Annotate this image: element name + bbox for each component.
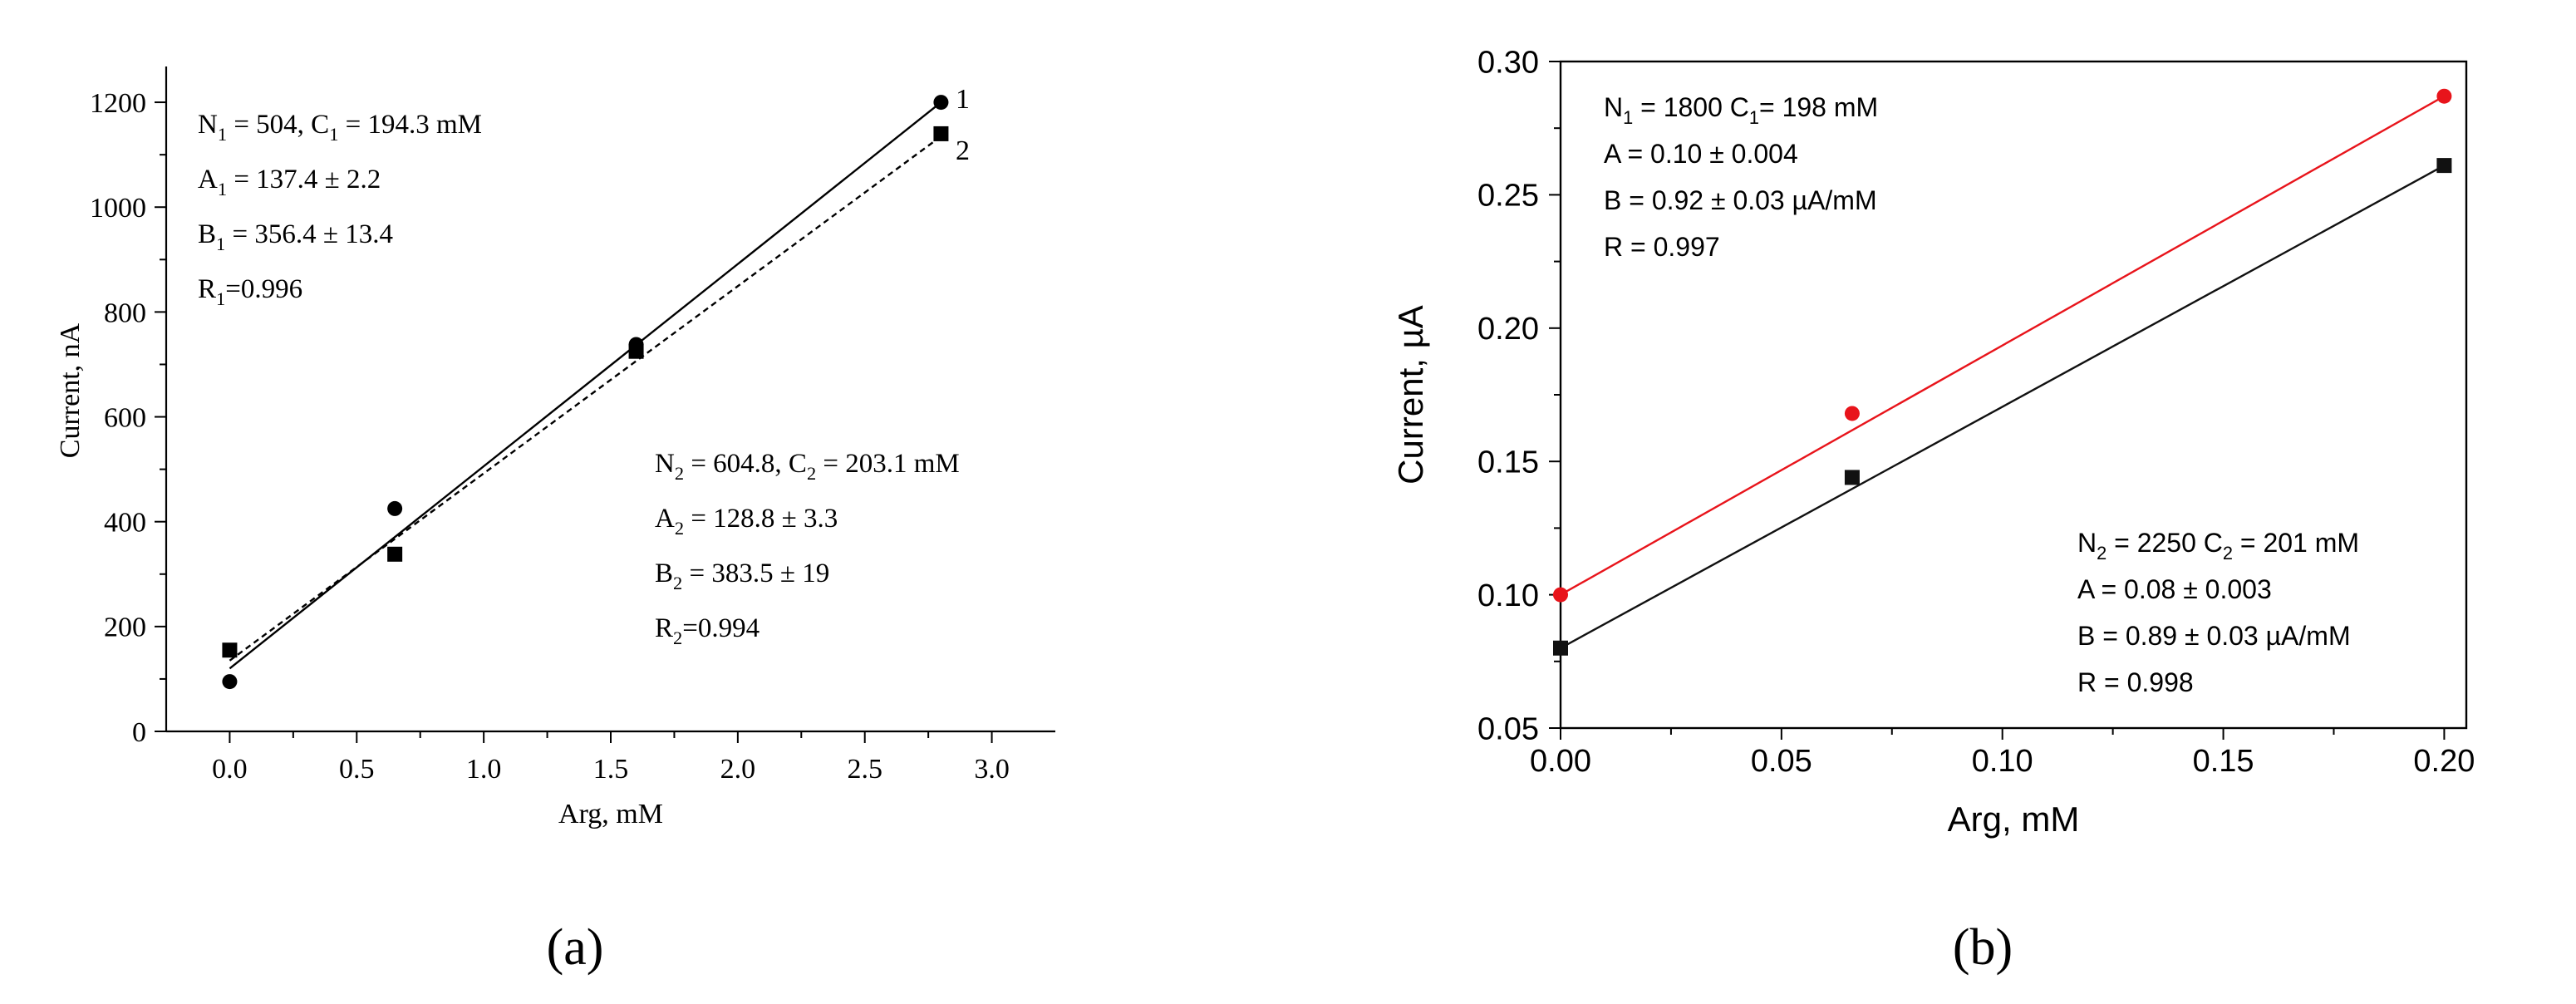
x-tick-label: 0.0 xyxy=(212,754,248,785)
y-tick-label: 0.15 xyxy=(1477,445,1539,480)
x-tick-label: 2.5 xyxy=(847,754,882,785)
panel-label: (b) xyxy=(1953,919,2013,976)
data-point-series-2 xyxy=(2436,158,2452,174)
data-point-series-2 xyxy=(1553,640,1568,656)
annotation-line: A = 0.08 ± 0.003 xyxy=(2077,574,2272,604)
annotation-line: B2 = 383.5 ± 19 xyxy=(655,559,829,593)
data-point-series-1 xyxy=(387,500,403,516)
annotation-line: R = 0.998 xyxy=(2077,667,2194,697)
x-tick-label: 0.5 xyxy=(339,754,375,785)
data-point-series-2 xyxy=(222,642,238,658)
annotation-line: N2 = 604.8, C2 = 203.1 mM xyxy=(655,449,960,484)
x-axis-label: Arg, mM xyxy=(1948,800,2080,839)
annotation-line: B = 0.89 ± 0.03 µA/mM xyxy=(2077,621,2351,651)
annotation-line: R2=0.994 xyxy=(655,613,760,648)
x-tick-label: 1.5 xyxy=(593,754,629,785)
x-tick-label: 0.15 xyxy=(2193,744,2254,779)
fit-line-series-2 xyxy=(229,135,942,662)
y-tick-label: 1200 xyxy=(90,88,146,119)
annotation-line: N1 = 504, C1 = 194.3 mM xyxy=(198,110,482,145)
annotation-line: N2 = 2250 C2 = 201 mM xyxy=(2077,528,2359,564)
data-point-series-2 xyxy=(933,126,949,141)
y-tick-label: 0.10 xyxy=(1477,578,1539,613)
y-tick-label: 0 xyxy=(132,717,146,748)
series-label-1: 1 xyxy=(956,84,970,115)
x-tick-label: 3.0 xyxy=(974,754,1010,785)
annotation-line: A2 = 128.8 ± 3.3 xyxy=(655,504,838,539)
y-tick-label: 0.30 xyxy=(1477,45,1539,80)
annotation-line: B1 = 356.4 ± 13.4 xyxy=(198,219,393,254)
x-tick-label: 2.0 xyxy=(720,754,756,785)
data-point-series-1 xyxy=(1844,406,1860,421)
y-tick-label: 400 xyxy=(104,508,146,539)
fit-line-series-1 xyxy=(229,101,942,670)
y-axis-label: Current, nA xyxy=(55,322,86,458)
data-point-series-1 xyxy=(2436,88,2452,104)
y-tick-label: 600 xyxy=(104,402,146,433)
fit-line-series-2 xyxy=(1560,165,2445,649)
y-tick-label: 0.25 xyxy=(1477,179,1539,214)
x-tick-label: 0.05 xyxy=(1751,744,1812,779)
y-tick-label: 800 xyxy=(104,298,146,328)
x-tick-label: 0.10 xyxy=(1972,744,2033,779)
annotation-line: A1 = 137.4 ± 2.2 xyxy=(198,165,381,199)
data-point-series-2 xyxy=(628,343,644,359)
data-point-series-1 xyxy=(933,95,949,111)
x-tick-label: 0.00 xyxy=(1530,744,1591,779)
data-point-series-2 xyxy=(1844,470,1860,485)
y-tick-label: 0.05 xyxy=(1477,711,1539,746)
annotation-line: R1=0.996 xyxy=(198,274,302,309)
y-axis-label: Current, µA xyxy=(1391,305,1430,485)
data-point-series-1 xyxy=(222,674,238,690)
y-tick-label: 0.20 xyxy=(1477,312,1539,347)
y-tick-label: 1000 xyxy=(90,193,146,224)
x-tick-label: 1.0 xyxy=(466,754,502,785)
data-point-series-2 xyxy=(387,546,403,562)
data-point-series-1 xyxy=(1553,587,1568,603)
annotation-line: R = 0.997 xyxy=(1604,232,1720,262)
annotation-line: N1 = 1800 C1= 198 mM xyxy=(1604,92,1878,128)
y-tick-label: 200 xyxy=(104,613,146,643)
chart-panel-b: 0.00 0.05 0.10 0.15 0.200.050.100.150.200.25… xyxy=(1391,45,2475,976)
panel-label: (a) xyxy=(547,919,604,976)
chart-panel-a: 0.0 0.5 1.0 1.5 2.0 2.5 3.00200400600800100012… xyxy=(55,66,1055,976)
series-label-2: 2 xyxy=(956,135,970,166)
x-tick-label: 0.20 xyxy=(2413,744,2475,779)
fit-line-series-1 xyxy=(1560,95,2446,596)
x-axis-label: Arg, mM xyxy=(558,799,663,829)
annotation-line: B = 0.92 ± 0.03 µA/mM xyxy=(1604,185,1877,215)
annotation-line: A = 0.10 ± 0.004 xyxy=(1604,139,1798,169)
